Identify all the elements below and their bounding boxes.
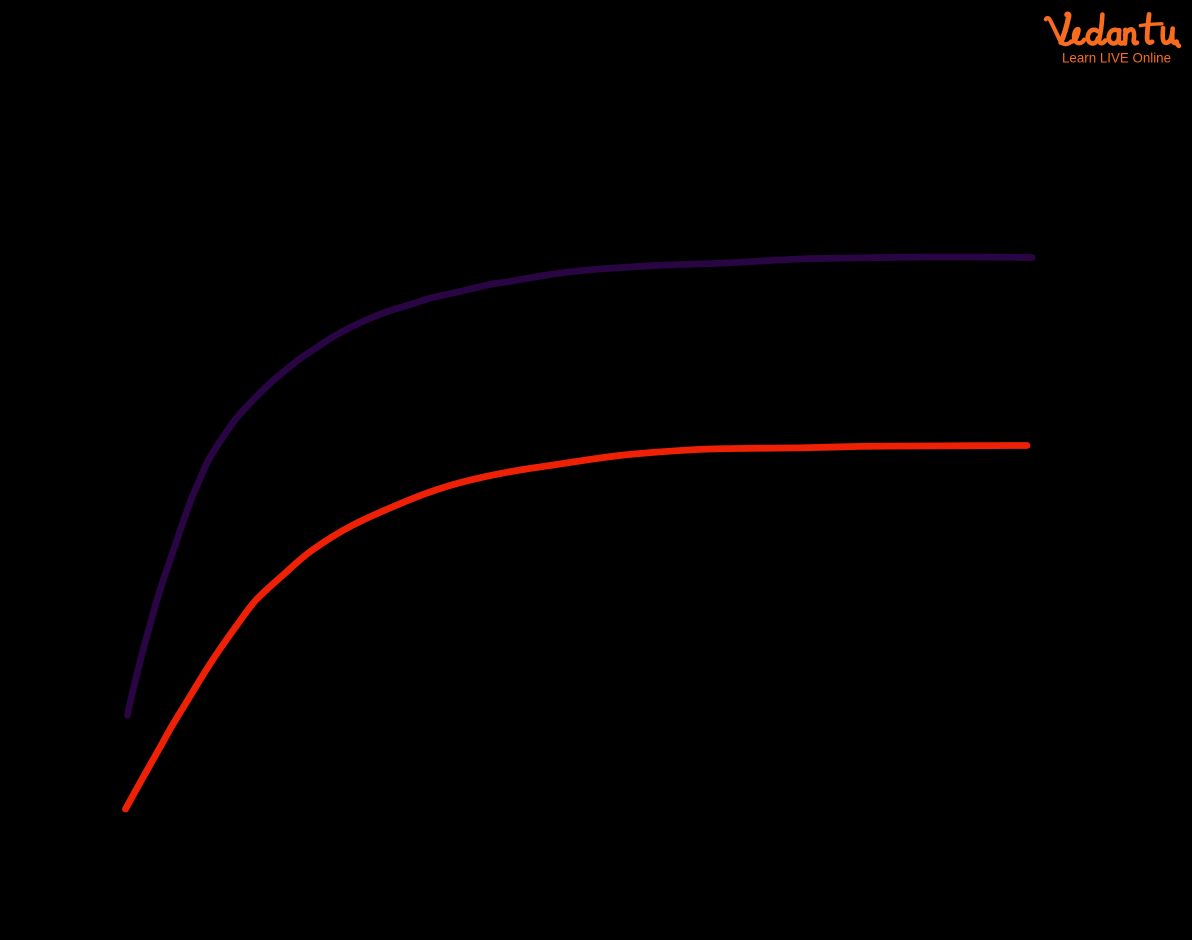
svg-text:Learn LIVE Online: Learn LIVE Online <box>1062 49 1171 65</box>
